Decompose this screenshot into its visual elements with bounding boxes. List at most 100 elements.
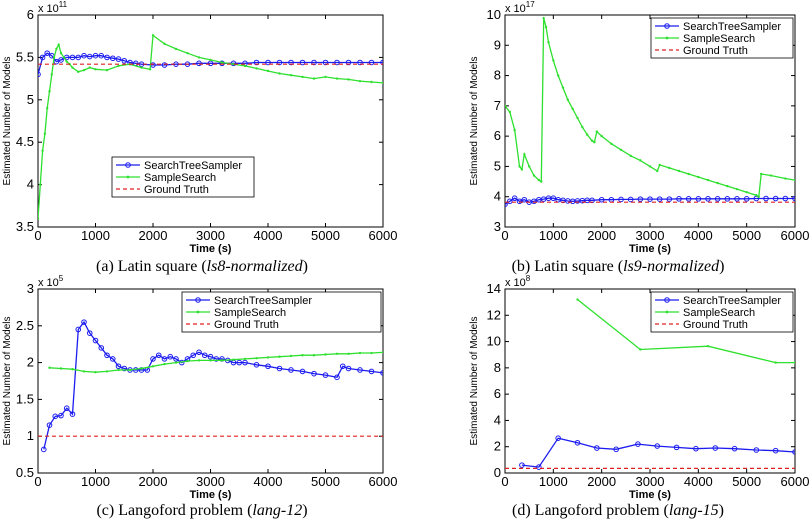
data-point-samplesearch [735, 187, 739, 191]
x-tick-label: 3000 [196, 474, 225, 489]
data-point-searchtreesampler [613, 446, 619, 453]
x-axis-label: Time (s) [629, 489, 671, 501]
axis-exponent-label: x 1017 [505, 0, 535, 15]
data-point-searchtreesampler [115, 363, 122, 370]
data-point-searchtreesampler [792, 195, 795, 202]
data-point-samplesearch [639, 159, 642, 162]
data-point-searchtreesampler [161, 62, 168, 68]
data-point-samplesearch [335, 77, 339, 80]
x-tick-label: 4000 [254, 228, 283, 243]
data-point-searchtreesampler [705, 196, 711, 202]
data-point-searchtreesampler [654, 443, 661, 449]
data-point-searchtreesampler [627, 196, 634, 203]
data-point-samplesearch [593, 141, 596, 144]
data-point-samplesearch [590, 139, 594, 142]
legend-marker [126, 175, 130, 179]
data-point-searchtreesampler [81, 319, 87, 325]
y-tick-label: 8 [494, 360, 501, 375]
data-point-searchtreesampler [637, 196, 644, 202]
data-point-samplesearch [220, 359, 224, 362]
data-point-samplesearch [571, 107, 574, 111]
x-tick-label: 6000 [369, 474, 398, 489]
data-point-samplesearch [358, 79, 362, 83]
data-point-samplesearch [610, 142, 613, 145]
y-tick-label: 2 [494, 439, 501, 454]
x-tick-label: 1000 [81, 228, 110, 243]
axis-exponent-power: 11 [59, 0, 68, 9]
data-point-searchtreesampler [516, 198, 523, 205]
x-tick-label: 0 [501, 228, 508, 243]
y-tick-label: 5.5 [16, 49, 34, 64]
data-point-samplesearch [59, 367, 63, 370]
y-tick-label: 8 [494, 68, 501, 83]
axis-exponent-label: x 105 [38, 274, 64, 289]
data-point-searchtreesampler [52, 413, 59, 420]
x-tick-label: 2000 [139, 228, 168, 243]
x-tick-label: 3000 [636, 228, 665, 243]
data-point-searchtreesampler [673, 444, 680, 451]
y-tick-label: 6 [494, 128, 501, 143]
y-tick-label: 12 [487, 307, 501, 322]
data-point-samplesearch [71, 368, 74, 371]
y-axis-label: Estimated Number of Models [469, 317, 480, 446]
y-tick-label: 3.5 [16, 219, 34, 234]
data-point-samplesearch [542, 16, 545, 20]
data-point-searchtreesampler [236, 359, 243, 366]
data-point-searchtreesampler [276, 365, 283, 372]
data-point-samplesearch [209, 359, 212, 362]
data-point-samplesearch [648, 165, 652, 168]
data-point-samplesearch [38, 217, 40, 220]
data-point-searchtreesampler [635, 441, 641, 447]
data-point-samplesearch [793, 178, 795, 182]
data-point-samplesearch [186, 359, 189, 363]
axis-exponent-label: x 108 [505, 274, 531, 289]
data-point-samplesearch [793, 361, 795, 364]
x-axis-label: Time (s) [190, 243, 232, 255]
data-point-samplesearch [561, 86, 565, 89]
y-tick-label: 14 [487, 281, 501, 296]
y-tick-label: 4 [494, 189, 501, 204]
x-axis-label: Time (s) [629, 243, 671, 255]
data-point-samplesearch [513, 128, 516, 132]
data-point-searchtreesampler [58, 57, 64, 63]
chart-panel-b: 0 1000 2000 3000 4000 5000 6000 3 4 5 6 7 8 9 10 x 1017… [469, 0, 809, 255]
y-tick-label: 5 [494, 158, 501, 173]
x-tick-label: 5000 [732, 474, 761, 489]
x-tick-label: 4000 [684, 228, 713, 243]
data-point-samplesearch [243, 64, 247, 68]
data-point-searchtreesampler [734, 196, 740, 202]
data-point-searchtreesampler [511, 195, 518, 202]
chart-panel-d: 0 1000 2000 3000 4000 5000 6000 0 2 4 6 8 10 12 14 x 10… [469, 274, 809, 501]
data-point-samplesearch [197, 56, 201, 59]
y-tick-label: 0.5 [16, 465, 34, 480]
y-axis-label: Estimated Number of Models [2, 317, 13, 446]
data-point-searchtreesampler [253, 362, 260, 368]
data-point-searchtreesampler [368, 368, 375, 375]
data-point-samplesearch [140, 367, 143, 370]
data-point-samplesearch [706, 344, 710, 348]
x-tick-label: 0 [34, 474, 41, 489]
data-point-samplesearch [301, 354, 304, 357]
data-point-samplesearch [335, 352, 339, 355]
data-point-searchtreesampler [98, 345, 105, 351]
y-tick-label: 2 [27, 355, 34, 370]
data-point-searchtreesampler [196, 60, 202, 67]
data-point-samplesearch [301, 75, 304, 79]
data-point-searchtreesampler [322, 372, 329, 378]
data-point-samplesearch [39, 183, 42, 186]
axis-exponent-power: 17 [526, 0, 535, 9]
y-tick-label: 1.5 [16, 391, 34, 406]
data-point-searchtreesampler [81, 52, 87, 59]
data-point-samplesearch [209, 58, 212, 62]
data-point-searchtreesampler [519, 462, 525, 468]
data-point-searchtreesampler [265, 363, 271, 370]
x-tick-label: 1000 [539, 228, 568, 243]
y-tick-label: 10 [487, 334, 501, 349]
data-point-searchtreesampler [676, 196, 682, 202]
data-point-searchtreesampler [104, 352, 110, 359]
data-point-searchtreesampler [98, 52, 105, 59]
y-tick-label: 2.5 [16, 318, 34, 333]
data-point-samplesearch [94, 68, 97, 71]
data-point-samplesearch [46, 107, 49, 110]
